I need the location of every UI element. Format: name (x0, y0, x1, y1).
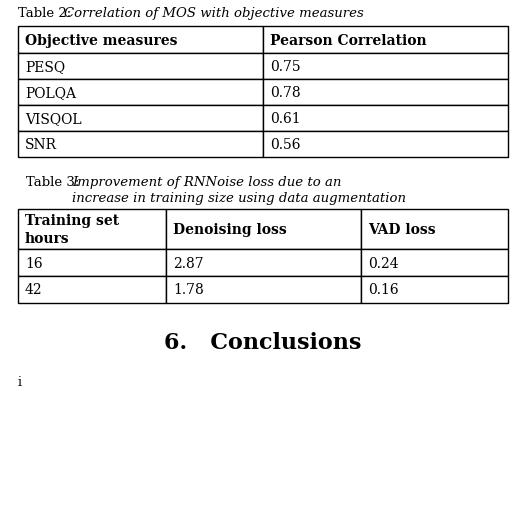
Text: Table 3:: Table 3: (26, 176, 84, 189)
Text: i: i (18, 375, 22, 388)
Bar (361, 276, 508, 304)
Text: VAD loss: VAD loss (368, 223, 436, 236)
Bar (263, 132, 508, 158)
Text: Denoising loss: Denoising loss (173, 223, 287, 236)
Text: 2.87: 2.87 (173, 256, 204, 270)
Bar (361, 210, 508, 249)
Bar (263, 80, 508, 106)
Text: Correlation of MOS with objective measures: Correlation of MOS with objective measur… (64, 7, 364, 20)
Text: PESQ: PESQ (25, 60, 65, 74)
Text: 0.16: 0.16 (368, 283, 399, 297)
Bar (18, 27, 263, 54)
Text: 0.56: 0.56 (270, 138, 300, 152)
Bar (263, 106, 508, 132)
Bar (166, 249, 361, 276)
Text: VISQOL: VISQOL (25, 112, 82, 126)
Bar (18, 106, 263, 132)
Bar (18, 249, 166, 276)
Text: increase in training size using data augmentation: increase in training size using data aug… (72, 191, 406, 205)
Bar (166, 276, 361, 304)
Text: POLQA: POLQA (25, 86, 76, 100)
Text: 1.78: 1.78 (173, 283, 204, 297)
Text: 0.75: 0.75 (270, 60, 301, 74)
Text: Pearson Correlation: Pearson Correlation (270, 33, 427, 47)
Bar (18, 132, 263, 158)
Text: Objective measures: Objective measures (25, 33, 177, 47)
Text: Table 2:: Table 2: (18, 7, 76, 20)
Bar (18, 54, 263, 80)
Bar (263, 54, 508, 80)
Bar (18, 276, 166, 304)
Text: 6.   Conclusions: 6. Conclusions (164, 331, 362, 354)
Text: SNR: SNR (25, 138, 57, 152)
Text: 16: 16 (25, 256, 43, 270)
Text: 0.24: 0.24 (368, 256, 399, 270)
Bar (361, 249, 508, 276)
Text: 42: 42 (25, 283, 43, 297)
Bar (18, 210, 166, 249)
Text: 0.78: 0.78 (270, 86, 301, 100)
Bar (166, 210, 361, 249)
Text: 0.61: 0.61 (270, 112, 301, 126)
Text: Training set
hours: Training set hours (25, 214, 119, 245)
Bar (263, 27, 508, 54)
Text: Improvement of RNNoise loss due to an: Improvement of RNNoise loss due to an (72, 176, 341, 189)
Bar (18, 80, 263, 106)
